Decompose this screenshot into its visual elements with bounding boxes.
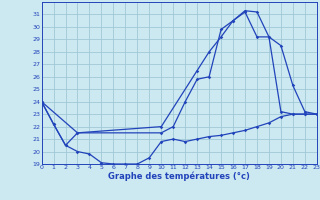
X-axis label: Graphe des températures (°c): Graphe des températures (°c) bbox=[108, 172, 250, 181]
